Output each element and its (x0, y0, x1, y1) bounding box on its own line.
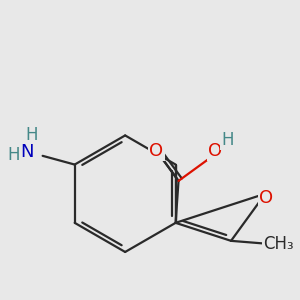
Text: O: O (260, 189, 274, 207)
Text: O: O (208, 142, 222, 160)
Text: H: H (8, 146, 20, 164)
Text: H: H (222, 131, 234, 149)
Text: O: O (149, 142, 164, 160)
Text: H: H (25, 126, 38, 144)
Text: N: N (20, 143, 34, 161)
Text: CH₃: CH₃ (263, 235, 294, 253)
